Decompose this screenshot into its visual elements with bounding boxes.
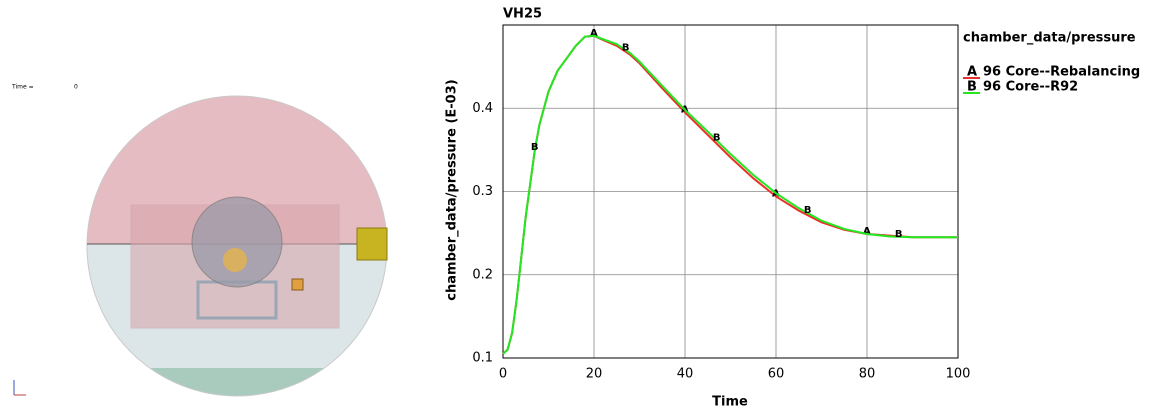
chart-title: VH25 <box>503 7 542 22</box>
time-label: Time = <box>11 84 34 91</box>
legend-label: 96 Core--R92 <box>983 80 1078 95</box>
y-tick-label: 0.3 <box>472 184 493 199</box>
time-value: 0 <box>74 84 78 91</box>
model-view: Time = 0 <box>11 84 400 409</box>
x-tick-label: 100 <box>946 367 971 382</box>
legend-label: 96 Core--Rebalancing <box>983 65 1140 80</box>
part <box>223 248 247 272</box>
curve-marker: B <box>895 229 903 240</box>
x-tick-label: 0 <box>499 367 507 382</box>
x-tick-label: 60 <box>768 367 785 382</box>
curve-marker: B <box>531 142 539 153</box>
curve-marker: A <box>863 226 871 237</box>
screen: Time = 0 VH25 Time chamber_data/pressure… <box>0 0 1156 411</box>
x-tick-label: 80 <box>859 367 876 382</box>
curve-marker: B <box>622 42 630 53</box>
series-line <box>503 36 958 354</box>
y-tick-label: 0.2 <box>472 267 493 282</box>
x-tick-label: 20 <box>586 367 603 382</box>
y-tick-label: 0.1 <box>472 351 493 366</box>
legend-title: chamber_data/pressure <box>963 31 1136 46</box>
curve-marker: B <box>804 205 812 216</box>
y-axis-label: chamber_data/pressure (E-03) <box>445 79 460 300</box>
x-axis-label: Time <box>712 395 748 410</box>
y-tick-label: 0.4 <box>472 101 493 116</box>
connector <box>357 228 387 260</box>
x-tick-label: 40 <box>677 367 694 382</box>
sensor <box>292 279 303 290</box>
curve-marker: B <box>713 133 721 144</box>
sphere <box>192 197 282 287</box>
series-line <box>503 36 958 354</box>
